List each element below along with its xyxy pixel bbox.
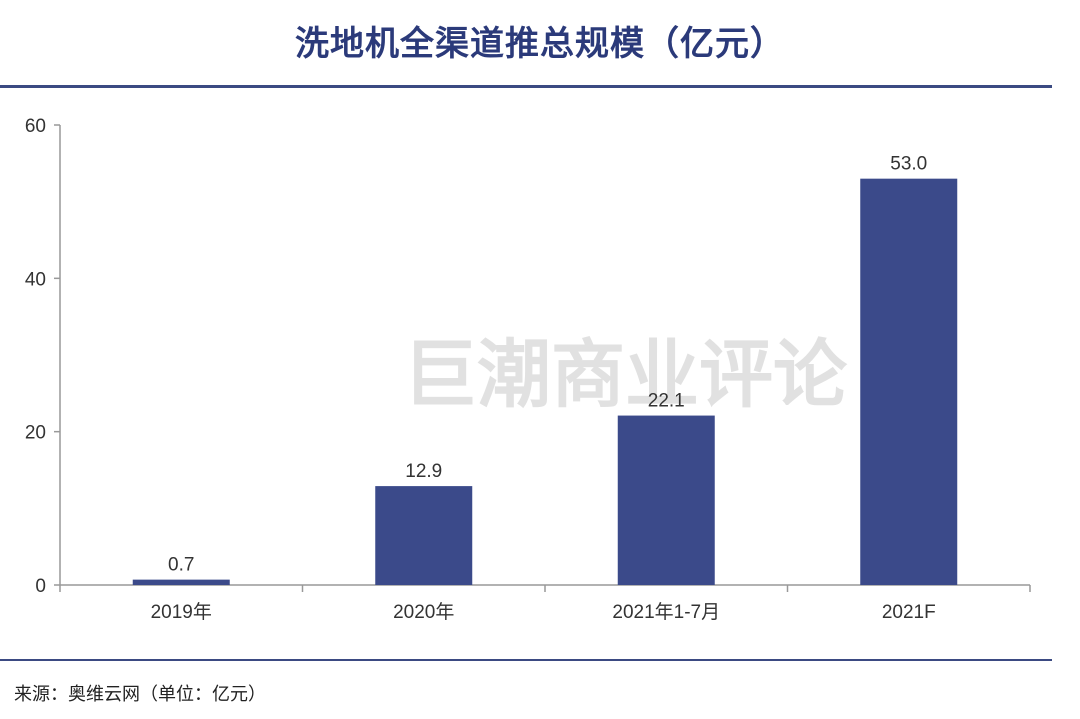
category-label: 2021年1-7月 — [612, 601, 720, 623]
bar — [860, 178, 958, 585]
bar-value-label: 0.7 — [168, 555, 194, 576]
bar-value-label: 12.9 — [405, 461, 442, 482]
title-divider — [0, 85, 1052, 88]
category-label: 2019年 — [151, 601, 212, 623]
bar — [132, 579, 230, 585]
y-tick-label: 0 — [35, 576, 46, 597]
source-note: 来源：奥维云网（单位：亿元） — [14, 684, 266, 705]
y-tick-label: 40 — [25, 269, 46, 290]
footer-divider — [0, 659, 1052, 661]
chart-bars: 0.7 12.9 22.1 53.0 — [132, 154, 958, 585]
y-tick-label: 60 — [25, 116, 46, 137]
chart-title: 洗地机全渠道推总规模（亿元） — [295, 24, 785, 64]
bar — [617, 415, 715, 585]
y-tick-label: 20 — [25, 423, 46, 444]
bar-value-label: 53.0 — [890, 154, 927, 175]
watermark: 巨潮商业评论 — [403, 332, 848, 418]
category-label: 2021F — [882, 602, 936, 623]
category-label: 2020年 — [393, 601, 454, 623]
bar — [375, 486, 473, 585]
bar-value-label: 22.1 — [648, 391, 685, 412]
